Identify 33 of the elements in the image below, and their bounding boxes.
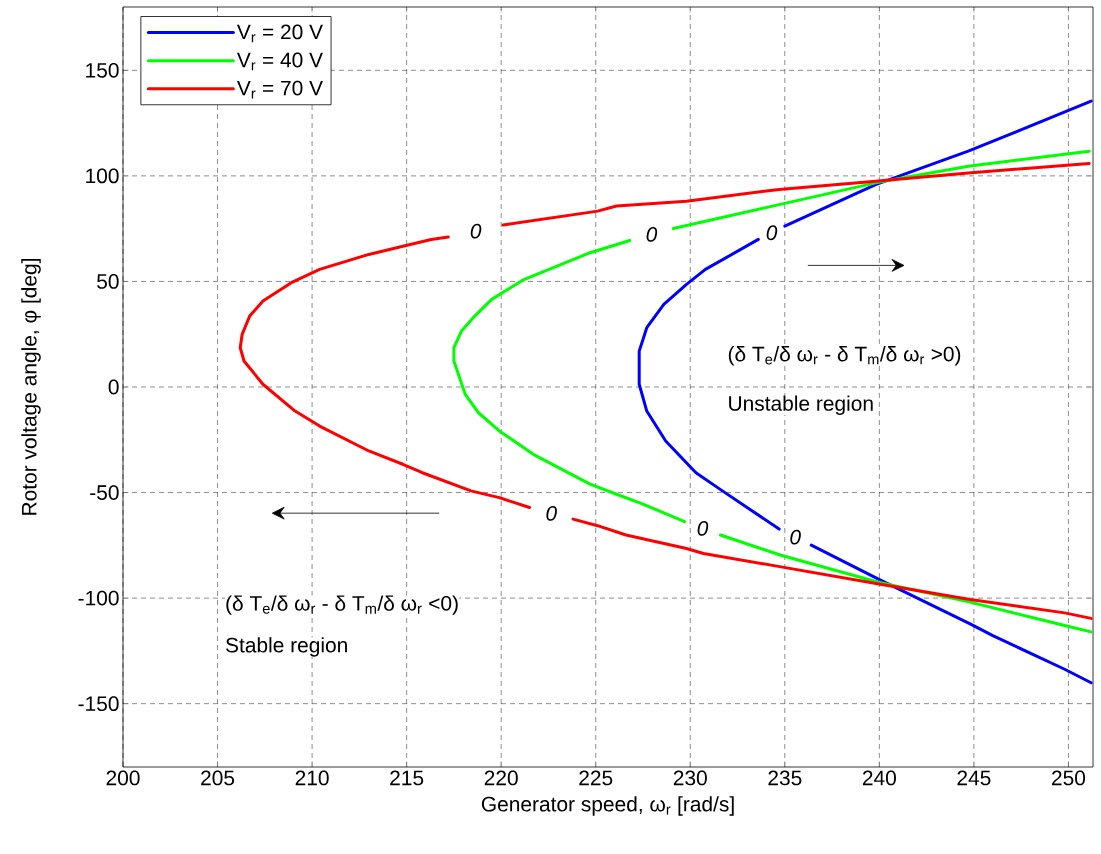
annotation: Stable region <box>226 637 347 657</box>
x-tick-label: 200 <box>106 770 140 786</box>
x-tick-label: 245 <box>957 770 991 786</box>
x-tick-label: 225 <box>579 770 613 786</box>
annotation: 0 <box>790 529 801 545</box>
legend-label: V$_{r}$ = 20 V <box>236 24 323 43</box>
y-tick-label: 150 <box>86 62 119 78</box>
y-tick-label: -150 <box>78 696 119 712</box>
legend-label: V$_{r}$ = 70 V <box>236 80 323 99</box>
legend-label: V$_{r}$ = 40 V <box>236 52 323 71</box>
annotation: 0 <box>646 227 658 242</box>
annotation: 0 <box>546 505 557 521</box>
x-tick-label: 250 <box>1052 770 1086 786</box>
y-tick-label: 0 <box>108 379 119 395</box>
y-tick-label: 50 <box>97 274 119 289</box>
x-tick-label: 230 <box>673 770 707 786</box>
x-tick-label: 215 <box>390 770 424 786</box>
annotation: 0 <box>470 223 482 239</box>
x-tick-label: 240 <box>862 770 896 786</box>
x-axis-title: Generator speed, ω$_{r}$ [rad/s] <box>481 796 734 816</box>
x-tick-label: 220 <box>484 770 518 786</box>
x-tick-label: 205 <box>201 770 235 786</box>
annotation: 0 <box>697 520 709 536</box>
y-tick-label: -50 <box>90 485 119 500</box>
x-tick-label: 235 <box>768 770 802 786</box>
annotation: Unstable region <box>729 395 873 415</box>
annotation: 0 <box>766 225 778 241</box>
x-tick-label: 210 <box>295 770 329 786</box>
text: (δ T$_{e}$/δ ω$_{r}$ - δ T$_{m}$/δ ω$_{r}$ >0) <box>728 346 961 366</box>
y-axis-title: Rotor voltage angle, φ [deg] <box>21 259 41 515</box>
y-tick-label: -100 <box>78 590 119 606</box>
y-tick-label: 100 <box>86 168 119 184</box>
text: (δ T$_{e}$/δ ω$_{r}$ - δ T$_{m}$/δ ω$_{r}$ <0) <box>226 595 458 615</box>
